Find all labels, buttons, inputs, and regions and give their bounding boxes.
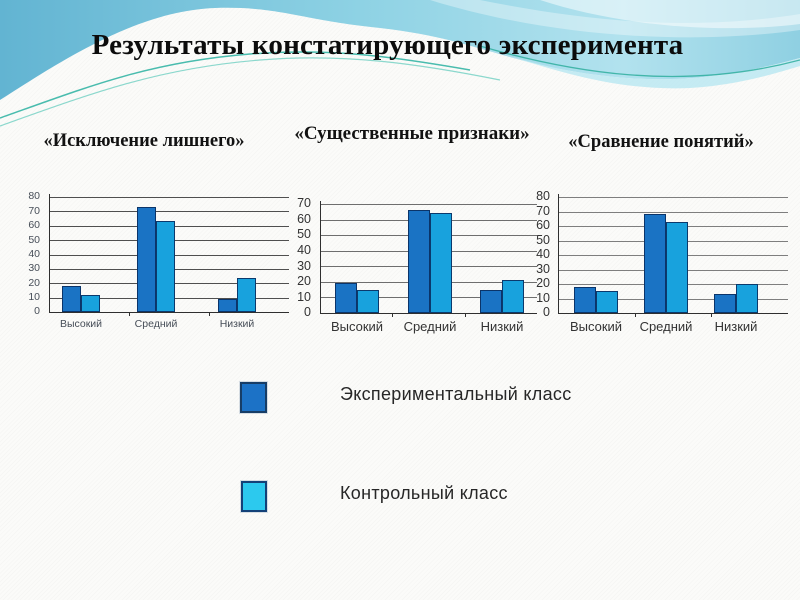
y-tick-label: 10 [297,289,311,304]
bar-experimental [218,299,237,312]
x-axis-tick [209,312,210,316]
x-axis-tick [711,313,713,317]
y-tick-label: 70 [297,196,311,211]
y-tick-label: 20 [28,276,40,289]
y-tick-label: 50 [297,227,311,242]
y-tick-label: 10 [536,290,550,305]
x-category-label: Средний [639,319,693,334]
bar-experimental [574,286,596,313]
x-axis-line [558,313,788,314]
legend-swatch-experimental [240,382,267,413]
y-tick-label: 70 [28,204,40,217]
bar-control [596,291,618,313]
bar-experimental [714,294,736,313]
wave-line-teal-2 [0,57,501,127]
y-tick-label: 50 [28,233,40,246]
wave-line-teal-3 [479,45,800,78]
x-category-label: Средний [403,319,457,334]
x-axis-tick [129,312,130,316]
wave-highlight [540,0,800,29]
gridline [49,197,289,198]
bar-control [502,280,524,313]
bar-control [357,289,379,313]
y-tick-label: 0 [304,305,311,320]
wave-line-teal [0,51,471,119]
chart-caption-essential-features: «Существенные признаки» [294,123,530,144]
y-tick-label: 20 [297,274,311,289]
slide-title: Результаты констатирующего эксперимента [91,29,684,61]
y-tick-label: 60 [28,219,40,232]
y-tick-label: 40 [297,242,311,257]
x-category-label: Средний [134,318,178,330]
y-tick-label: 10 [28,291,40,304]
x-axis-tick [392,313,394,317]
bar-control [237,277,256,312]
gridline [558,197,788,198]
bar-experimental [408,210,430,313]
bar-experimental [335,283,357,313]
y-tick-label: 20 [536,276,550,291]
y-axis-line [49,194,50,312]
bar-chart-essential-features: 0 10 20 30 40 50 60 70 Высокий Средний Низкий [292,190,542,346]
x-category-label: Высокий [569,319,623,334]
y-axis-line [320,201,321,313]
bar-control [430,213,452,313]
legend-label-control: Контрольный класс [340,483,508,503]
y-axis-line [558,194,559,313]
bar-experimental [62,286,81,312]
y-tick-label: 60 [536,218,550,233]
gridline [49,211,289,213]
bar-chart-exclusion: 0 10 20 30 40 50 60 70 80 Высокий Средний Низкий [16,190,296,346]
y-tick-label: 0 [543,305,550,320]
y-tick-label: 0 [34,305,40,318]
bar-control [736,284,758,313]
x-category-label: Высокий [59,318,103,330]
wave-highlight-2 [430,0,800,38]
x-category-label: Низкий [480,319,524,334]
y-tick-label: 30 [28,262,40,275]
bar-experimental [644,214,666,313]
x-category-label: Низкий [219,318,255,330]
y-tick-label: 80 [536,189,550,204]
wave-band [0,0,800,100]
chart-caption-concept-comparison: «Сравнение понятий» [568,132,754,152]
header-wave-decoration [0,0,800,127]
x-category-label: Низкий [714,319,758,334]
y-tick-label: 50 [536,232,550,247]
y-tick-label: 60 [297,211,311,226]
x-category-label: Высокий [330,319,384,334]
bar-experimental [480,289,502,313]
y-tick-label: 40 [536,247,550,262]
y-tick-label: 70 [536,203,550,218]
gridline [558,211,788,213]
wave-strip [470,45,800,89]
legend-label-experimental: Экспериментальный класс [340,384,572,404]
bar-control [81,294,100,312]
x-axis-line [49,312,289,313]
bar-control [156,221,175,312]
x-axis-line [320,313,537,314]
y-tick-label: 30 [536,261,550,276]
bar-experimental [137,207,156,312]
bar-control [666,221,688,313]
legend-swatch-control [241,481,267,512]
y-tick-label: 80 [28,190,40,203]
gridline [320,204,537,205]
y-tick-label: 40 [28,247,40,260]
x-axis-tick [634,313,636,317]
x-axis-tick [464,313,466,317]
chart-caption-exclusion: «Исключение лишнего» [43,131,245,151]
y-tick-label: 30 [297,258,311,273]
bar-chart-concept-comparison: 0 10 20 30 40 50 60 70 80 Высокий Средний Низкий [534,189,792,346]
